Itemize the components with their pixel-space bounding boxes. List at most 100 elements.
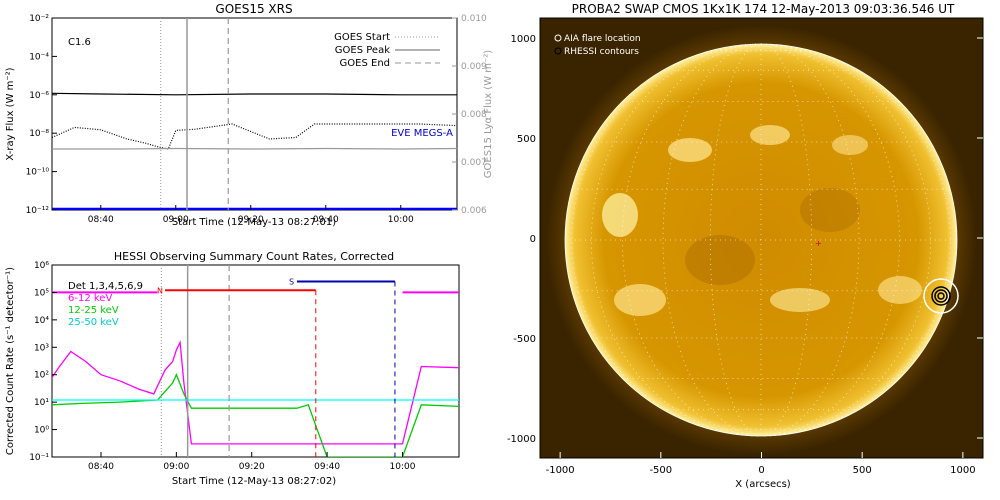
goes-series-line	[52, 123, 457, 150]
swap-y-tick-label: 0	[530, 234, 536, 245]
hessi-title: HESSI Observing Summary Count Rates, Cor…	[114, 250, 394, 263]
active-region	[614, 284, 666, 316]
goes-y-ticks: 10⁻² 10⁻⁴ 10⁻⁶ 10⁻⁸ 10⁻¹⁰ 10⁻¹²	[26, 14, 57, 216]
hessi-y-ticks: 10⁶ 10⁵ 10⁴ 10³ 10² 10¹ 10⁰ 10⁻¹	[29, 261, 57, 463]
hessi-x-ticks: 08:40 09:00 09:20 09:40 10:00	[88, 452, 416, 472]
rhessi-contour	[931, 286, 951, 306]
goes-y-tick-label: 10⁻¹⁰	[26, 168, 50, 178]
hessi-plot-frame	[51, 264, 460, 458]
hessi-panel: HESSI Observing Summary Count Rates, Cor…	[5, 250, 460, 487]
aia-flare-location-circle	[923, 278, 959, 314]
legend-aia-label: AIA flare location	[564, 34, 641, 44]
swap-y-tick-label: -500	[513, 334, 536, 345]
hessi-attenuator-flags: NS	[52, 278, 459, 457]
swap-x-tick-label: -500	[649, 465, 672, 476]
sun-center-marker: +	[815, 239, 822, 248]
goes-x-tick-label: 10:00	[388, 215, 414, 225]
active-regions	[602, 125, 922, 316]
goes-right-y-tick-label: 0.007	[461, 158, 487, 168]
active-region	[750, 125, 790, 145]
goes-right-y-tick-label: 0.010	[461, 14, 487, 24]
active-region	[832, 135, 868, 155]
hessi-series-group	[52, 340, 459, 457]
legend-12-25-label: 12-25 keV	[68, 305, 119, 316]
dark-region	[685, 235, 755, 285]
legend-goes-start-label: GOES Start	[334, 32, 390, 43]
goes-y-tick-label: 10⁻¹²	[26, 206, 50, 216]
goes-x-tick-label: 09:00	[163, 215, 189, 225]
goes-right-y-tick-label: 0.008	[461, 110, 487, 120]
goes-series-group	[52, 92, 457, 210]
hessi-x-tick-label: 10:00	[390, 462, 416, 472]
goes-ylabel-right: GOES15 Lyα Flux (W m⁻²)	[483, 50, 494, 178]
swap-x-ticks: -1000 -500 0 500 1000	[546, 452, 976, 476]
active-region	[770, 288, 830, 312]
goes-legend: GOES Start GOES Peak GOES End	[334, 32, 440, 69]
goes-right-y-tick-label: 0.009	[461, 62, 487, 72]
legend-det-label: Det 1,3,4,5,6,9	[68, 281, 143, 292]
swap-x-tick-label: 500	[853, 465, 872, 476]
hessi-x-tick-label: 09:20	[239, 462, 265, 472]
legend-25-50-label: 25-50 keV	[68, 317, 119, 328]
hessi-flag-label: S	[289, 278, 294, 287]
active-region	[602, 193, 638, 237]
swap-legend: AIA flare location RHESSI contours	[554, 34, 641, 57]
legend-goes-end-label: GOES End	[340, 58, 390, 69]
active-region	[668, 138, 712, 162]
active-region	[878, 276, 922, 304]
goes-x-tick-label: 08:40	[88, 215, 114, 225]
rhessi-contour	[934, 289, 948, 303]
goes-plot-frame	[51, 17, 458, 211]
hessi-flag-label: N	[157, 286, 163, 295]
swap-xlabel: X (arcsecs)	[735, 479, 791, 490]
swap-x-tick-label: 1000	[950, 465, 975, 476]
dark-region	[800, 188, 860, 232]
hessi-legend: Det 1,3,4,5,6,9 6-12 keV 12-25 keV 25-50…	[68, 281, 143, 328]
legend-rhessi-label: RHESSI contours	[564, 47, 639, 57]
goes-x-tick-label: 09:40	[313, 215, 339, 225]
grid-longitude-line	[709, 43, 762, 437]
grid-longitude-line	[760, 43, 813, 437]
swap-image-panel: PROBA2 SWAP CMOS 1Kx1K 174 12-May-2013 0…	[507, 2, 984, 490]
hessi-y-tick-label: 10³	[34, 343, 49, 353]
goes-class-annotation: C1.6	[68, 37, 91, 48]
goes-right-y-ticks: 0.010 0.009 0.008 0.007 0.006	[452, 14, 487, 216]
goes-time-markers	[160, 18, 229, 210]
hessi-y-tick-label: 10⁵	[34, 288, 49, 298]
hessi-x-tick-label: 08:40	[88, 462, 114, 472]
goes-y-tick-label: 10⁻⁸	[29, 129, 49, 139]
swap-x-tick-label: 0	[758, 465, 764, 476]
swap-title: PROBA2 SWAP CMOS 1Kx1K 174 12-May-2013 0…	[572, 2, 955, 16]
hessi-series-line	[52, 373, 459, 457]
flare-marker	[923, 278, 959, 314]
hessi-y-tick-label: 10⁰	[34, 426, 49, 436]
hessi-y-tick-label: 10¹	[34, 398, 49, 408]
legend-goes-peak-label: GOES Peak	[335, 45, 390, 56]
hessi-ylabel: Corrected Count Rate (s⁻¹ detector⁻¹)	[5, 267, 16, 455]
rhessi-contour	[937, 292, 945, 300]
hessi-time-markers	[160, 265, 230, 457]
swap-y-tick-label: 500	[517, 134, 536, 145]
goes-ylabel: X-ray Flux (W m⁻²)	[5, 67, 16, 160]
hessi-y-tick-label: 10⁻¹	[29, 453, 49, 463]
swap-y-ticks: 1000 500 0 -500 -1000	[507, 34, 983, 445]
legend-aia-symbol	[554, 34, 562, 42]
goes-series-line	[52, 147, 457, 150]
hessi-x-tick-label: 09:00	[163, 462, 189, 472]
goes-x-tick-label: 09:20	[238, 215, 264, 225]
goes-y-tick-label: 10⁻²	[29, 14, 49, 24]
goes-right-y-tick-label: 0.006	[461, 206, 487, 216]
swap-x-tick-label: -1000	[546, 465, 575, 476]
goes-title: GOES15 XRS	[215, 2, 292, 16]
hessi-y-tick-label: 10⁶	[34, 261, 49, 271]
legend-6-12-label: 6-12 keV	[68, 293, 112, 304]
swap-y-tick-label: 1000	[511, 34, 536, 45]
legend-rhessi-symbol	[554, 47, 562, 55]
goes-xlabel: Start Time (12-May-13 08:27:01)	[172, 217, 336, 228]
heliographic-grid	[565, 43, 957, 437]
hessi-y-tick-label: 10²	[34, 371, 49, 381]
hessi-y-tick-label: 10⁴	[34, 316, 49, 326]
goes-y-tick-label: 10⁻⁴	[29, 52, 49, 62]
goes-x-ticks: 08:40 09:00 09:20 09:40 10:00	[88, 205, 414, 225]
